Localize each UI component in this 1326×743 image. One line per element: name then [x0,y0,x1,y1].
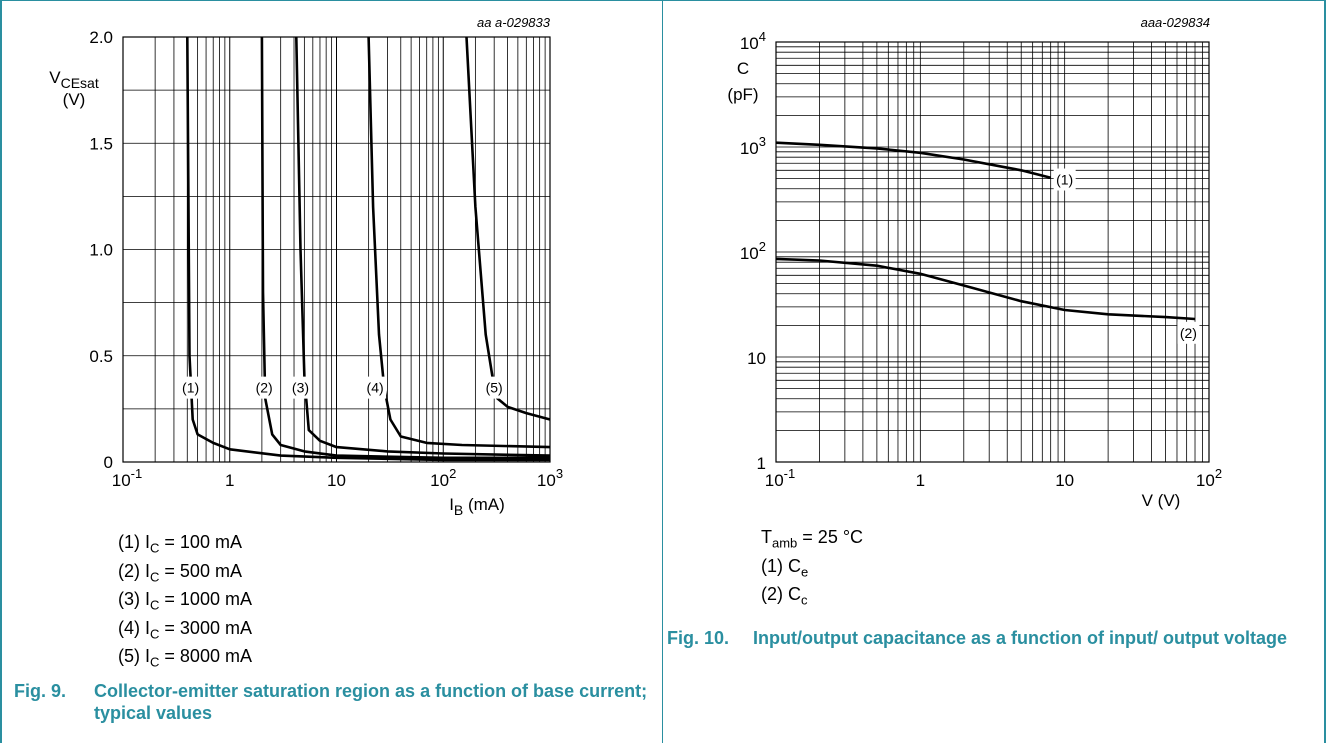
x-tick-label: 10-1 [112,466,142,490]
caption-text: Input/output capacitance as a function o… [753,628,1287,648]
x-tick-label: 10-1 [765,466,795,490]
y-tick-label: 2.0 [89,28,113,47]
series-curve-4 [367,36,551,449]
legend-item-2: (2) Cc [761,584,808,608]
y-axis-unit: (V) [63,90,86,109]
figure-10-panel: (1) (2) 10-1 1 10 102 1 10 102 103 104 aaa-029834… [663,0,1326,743]
curve-label-1: (1) [179,376,202,399]
curve-label-text: (4) [367,380,384,396]
series-curve-3 [295,36,551,457]
curve-label-text: (5) [486,380,503,396]
x-tick-label: 10 [1055,471,1074,490]
y-axis-label: C [737,59,749,78]
plot-frame [775,41,1210,463]
x-tick-label: 1 [225,471,234,490]
series-curve-2 [260,36,550,460]
caption-fig9: Fig. 9. Collector-emitter saturation reg… [14,680,659,724]
x-axis-label: V (V) [1142,491,1181,510]
y-tick-label: 103 [740,134,766,158]
caption-number: Fig. 10. [667,628,730,648]
y-tick-label: 102 [740,239,766,263]
x-tick-label: 102 [1196,466,1222,490]
y-tick-label: 0 [104,453,113,472]
curve-label-text: (1) [1056,172,1073,188]
y-axis-label: VCEsat [49,68,99,91]
y-tick-label: 0.5 [89,347,113,366]
curve-label-3: (3) [289,376,312,399]
series-curve-1 [775,141,1052,179]
y-tick-label: 1 [757,454,766,473]
caption-number: Fig. 9. [14,681,67,701]
plot-frame [122,36,551,463]
legend-item-4: (4) IC = 3000 mA [118,617,252,642]
y-tick-label: 10 [747,349,766,368]
curve-label-text: (2) [256,380,273,396]
curve-label-text: (2) [1180,325,1197,341]
x-tick-label: 102 [430,466,456,490]
curve-label-text: (1) [182,380,199,396]
curve-labels: (1) (2) (3) (4) (5) [179,376,506,399]
curve-label-2: (2) [253,376,276,399]
legend-tamb: Tamb = 25 °C [761,527,864,551]
caption-text: Collector-emitter saturation region as a… [94,681,648,723]
series-curve-5 [465,36,551,421]
y-tick-label: 104 [740,29,766,53]
y-tick-label: 1.5 [89,134,113,153]
x-tick-label: 10 [327,471,346,490]
legend-item-1: (1) Ce [761,555,809,580]
series-curve-2 [775,257,1196,321]
legend-item-3: (3) IC = 1000 mA [118,589,252,613]
legend-item-2: (2) IC = 500 mA [118,560,242,585]
curve-label-5: (5) [483,376,506,399]
figure-9-panel: (1) (2) (3) (4) (5) 10-1 1 10 102 103 0 0.5 1.0 1.5 2… [0,0,663,743]
curve-labels: (1) (2) [1053,168,1200,344]
figure-code: aa a-029833 [477,15,551,30]
chart-vcesat: (1) (2) (3) (4) (5) 10-1 1 10 102 103 0 0.5 1.0 1.5 2… [49,15,563,518]
legend-fig10: Tamb = 25 °C (1) Ce (2) Cc [761,526,863,612]
caption-fig10: Fig. 10. Input/output capacitance as a f… [667,627,1317,649]
grid [775,41,1210,463]
legend-item-5: (5) IC = 8000 mA [118,646,252,670]
x-tick-label: 103 [537,466,563,490]
x-tick-label: 1 [916,471,925,490]
curves [775,141,1196,321]
curve-label-text: (3) [292,380,309,396]
tick-labels: 10-1 1 10 102 103 0 0.5 1.0 1.5 2.0 [89,28,563,490]
y-tick-label: 1.0 [89,241,113,260]
curve-label-4: (4) [364,376,387,399]
x-axis-label: IB (mA) [449,495,505,518]
y-axis-unit: (pF) [727,85,758,104]
figure-code: aaa-029834 [1141,15,1210,30]
curve-label-1: (1) [1053,168,1076,191]
legend-fig9: (1) IC = 100 mA (2) IC = 500 mA (3) IC = 1… [118,531,252,674]
legend-item-1: (1) IC = 100 mA [118,532,242,556]
curve-label-2: (2) [1177,321,1200,344]
